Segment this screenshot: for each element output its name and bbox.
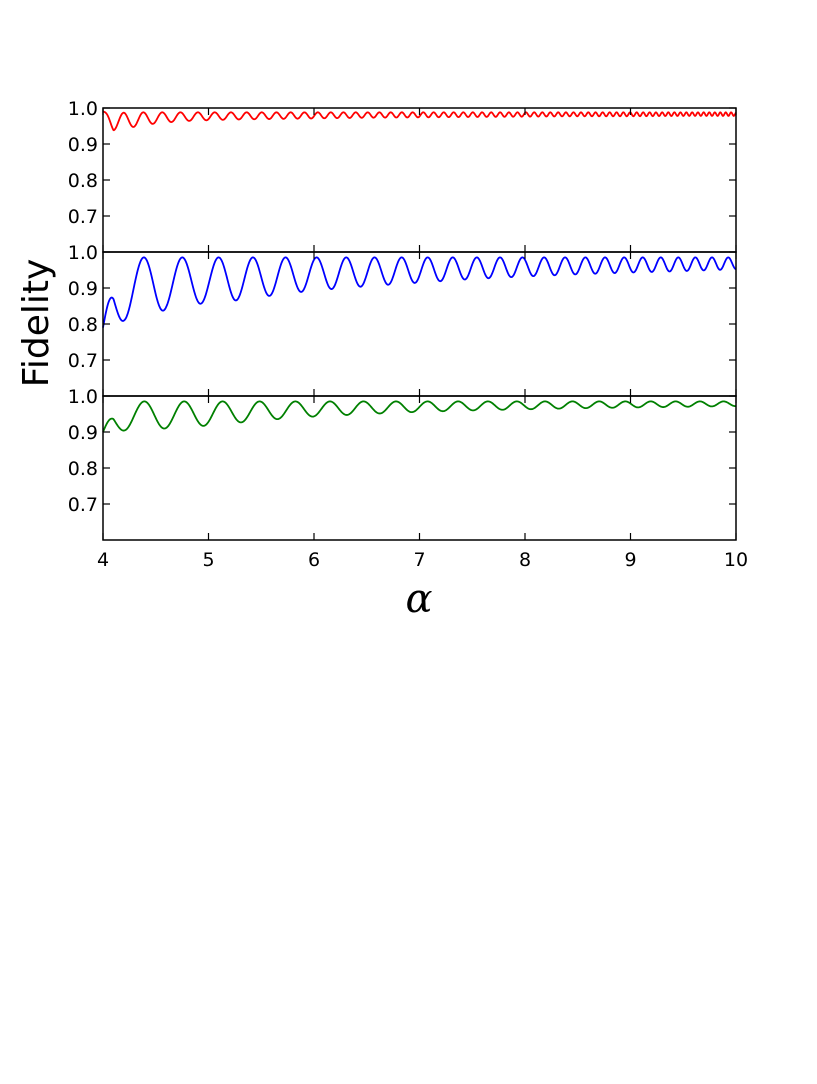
- panel-2-ytick-label: 1.0: [68, 242, 98, 264]
- panel-3-series-line: [102, 400, 737, 433]
- xtick-label: 5: [202, 549, 214, 571]
- panels: 0.7 0.8 0.9 1.0 0.7 0.8 0.9 1.0 0.7 0.8 0.9 1.0: [68, 98, 737, 541]
- panel-3-ytick-label: 0.7: [68, 494, 98, 516]
- panel-3-frame: [102, 395, 737, 541]
- y-axis-label: Fidelity: [16, 259, 57, 388]
- panel-1-ytick-label: 1.0: [68, 98, 98, 120]
- xtick-label: 9: [624, 549, 636, 571]
- panel-1-ytick-label: 0.9: [68, 134, 98, 156]
- panel-3: 0.7 0.8 0.9 1.0: [68, 386, 737, 541]
- x-axis-label: α: [405, 576, 432, 622]
- panel-3-ytick-label: 0.9: [68, 422, 98, 444]
- panel-3-ytick-label: 0.8: [68, 458, 98, 480]
- xtick-label: 4: [97, 549, 109, 571]
- panel-2-series-line: [102, 256, 737, 328]
- x-axis: 4 5 6 7 8 9 10: [97, 549, 748, 571]
- panel-2-ytick-label: 0.8: [68, 314, 98, 336]
- panel-2-ytick-label: 0.7: [68, 350, 98, 372]
- panel-1-frame: [102, 107, 737, 253]
- xtick-label: 6: [308, 549, 320, 571]
- xtick-label: 8: [519, 549, 531, 571]
- panel-2-ytick-label: 0.9: [68, 278, 98, 300]
- xtick-label: 7: [413, 549, 425, 571]
- panel-1-ytick-label: 0.7: [68, 206, 98, 228]
- panel-3-ytick-label: 1.0: [68, 386, 98, 408]
- panel-1: 0.7 0.8 0.9 1.0: [68, 98, 737, 253]
- panel-2: 0.7 0.8 0.9 1.0: [68, 242, 737, 397]
- xtick-label: 10: [724, 549, 748, 571]
- panel-1-ytick-label: 0.8: [68, 170, 98, 192]
